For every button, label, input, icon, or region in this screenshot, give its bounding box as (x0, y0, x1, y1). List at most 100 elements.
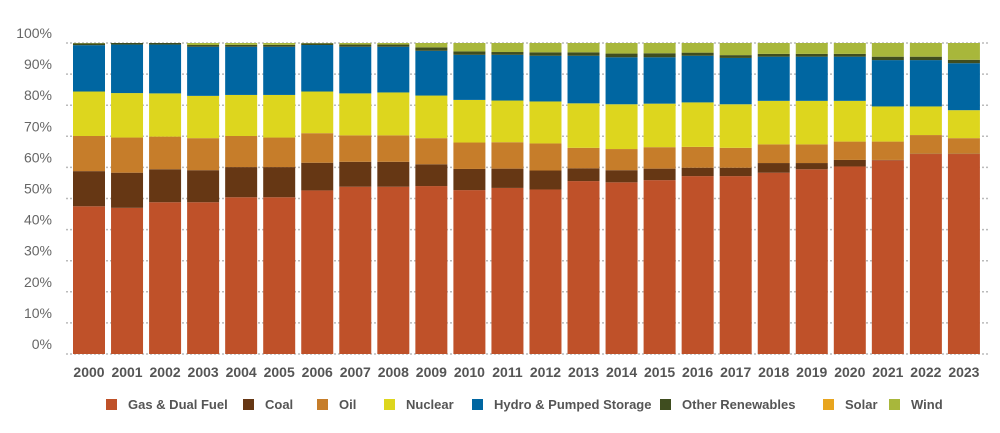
bar-segment-gas-dual-fuel (263, 197, 295, 354)
bar-segment-gas-dual-fuel (415, 186, 447, 354)
bar-segment-nuclear (720, 104, 752, 148)
bar-segment-oil (187, 138, 219, 170)
bar-segment-wind (606, 43, 638, 54)
bar-segment-hydro-pumped-storage (682, 56, 714, 103)
bar-stack-2004 (225, 43, 257, 354)
legend-swatch (384, 399, 395, 410)
bar-segment-oil (606, 149, 638, 170)
bar-segment-other-renewables (73, 43, 105, 45)
bar-stack-2002 (149, 43, 181, 354)
y-tick-label: 90% (24, 56, 52, 72)
bar-segment-gas-dual-fuel (948, 154, 980, 354)
bar-segment-hydro-pumped-storage (149, 45, 181, 94)
bar-segment-nuclear (948, 110, 980, 138)
bar-segment-other-renewables (187, 45, 219, 47)
bar-segment-gas-dual-fuel (872, 160, 904, 354)
bar-segment-nuclear (491, 101, 523, 143)
bar-segment-gas-dual-fuel (453, 190, 485, 354)
bar-segment-oil (301, 133, 333, 163)
bar-segment-other-renewables (149, 43, 181, 45)
bar-segment-hydro-pumped-storage (910, 60, 942, 106)
legend-label: Oil (339, 397, 356, 412)
bar-segment-gas-dual-fuel (758, 173, 790, 354)
x-tick-label: 2013 (568, 364, 599, 380)
x-tick-label: 2004 (226, 364, 257, 380)
bar-segment-gas-dual-fuel (339, 187, 371, 354)
x-tick-label: 2007 (340, 364, 371, 380)
bar-segment-wind (834, 43, 866, 54)
bar-segment-wind (682, 43, 714, 53)
y-tick-label: 20% (24, 274, 52, 290)
bar-segment-coal (834, 160, 866, 167)
bar-segment-hydro-pumped-storage (948, 63, 980, 110)
bar-segment-nuclear (606, 104, 638, 149)
bar-segment-nuclear (529, 101, 561, 143)
legend-item: Hydro & Pumped Storage (472, 397, 651, 412)
bar-segment-coal (529, 171, 561, 190)
legend-swatch (660, 399, 671, 410)
bar-segment-oil (263, 138, 295, 168)
bar-segment-oil (491, 142, 523, 168)
bar-segment-coal (301, 163, 333, 191)
bar-segment-coal (263, 167, 295, 197)
bar-segment-coal (377, 162, 409, 187)
bar-segment-wind (720, 43, 752, 55)
bar-segment-other-renewables (606, 54, 638, 58)
legend-label: Wind (911, 397, 943, 412)
bar-segment-other-renewables (263, 45, 295, 47)
bar-segment-other-renewables (377, 45, 409, 47)
bar-segment-other-renewables (910, 57, 942, 60)
bar-segment-coal (796, 163, 828, 169)
bar-segment-wind (529, 43, 561, 52)
bar-segment-wind (225, 43, 257, 45)
y-axis-ticks: 0%10%20%30%40%50%60%70%80%90%100% (16, 25, 52, 352)
bar-segment-nuclear (377, 92, 409, 135)
legend-label: Coal (265, 397, 293, 412)
bar-segment-hydro-pumped-storage (491, 55, 523, 101)
x-tick-label: 2022 (910, 364, 941, 380)
bar-segment-nuclear (225, 95, 257, 136)
bar-stack-2019 (796, 43, 828, 354)
bar-segment-hydro-pumped-storage (339, 47, 371, 94)
x-tick-label: 2016 (682, 364, 713, 380)
y-tick-label: 50% (24, 181, 52, 197)
bar-segment-wind (796, 43, 828, 54)
bar-segment-coal (415, 164, 447, 186)
bar-segment-nuclear (415, 96, 447, 139)
bar-stack-2007 (339, 43, 371, 354)
legend-label: Nuclear (406, 397, 454, 412)
bar-segment-hydro-pumped-storage (377, 47, 409, 93)
bar-segment-other-renewables (872, 57, 904, 60)
y-tick-label: 100% (16, 25, 52, 41)
bar-segment-nuclear (263, 95, 295, 138)
bar-stack-2013 (568, 43, 600, 354)
y-tick-label: 70% (24, 118, 52, 134)
legend-label: Other Renewables (682, 397, 795, 412)
bar-stack-2006 (301, 43, 333, 354)
bar-segment-hydro-pumped-storage (301, 45, 333, 91)
bar-stack-2012 (529, 43, 561, 354)
bar-segment-oil (910, 135, 942, 154)
bar-segment-oil (73, 136, 105, 171)
bar-stack-2001 (111, 43, 143, 354)
bar-segment-hydro-pumped-storage (606, 57, 638, 104)
x-tick-label: 2005 (264, 364, 295, 380)
bar-segment-coal (758, 163, 790, 173)
bar-segment-other-renewables (301, 43, 333, 45)
bar-segment-coal (73, 171, 105, 206)
bar-segment-gas-dual-fuel (491, 188, 523, 354)
legend-item: Wind (889, 397, 943, 412)
legend-swatch (889, 399, 900, 410)
bar-segment-oil (111, 138, 143, 173)
x-tick-label: 2002 (150, 364, 181, 380)
bar-segment-hydro-pumped-storage (73, 45, 105, 91)
bar-segment-nuclear (872, 106, 904, 141)
x-tick-label: 2008 (378, 364, 409, 380)
bar-segment-gas-dual-fuel (606, 182, 638, 354)
bar-stack-2008 (377, 43, 409, 354)
bar-segment-other-renewables (453, 51, 485, 54)
bar-segment-hydro-pumped-storage (568, 56, 600, 104)
bar-segment-wind (644, 43, 676, 53)
